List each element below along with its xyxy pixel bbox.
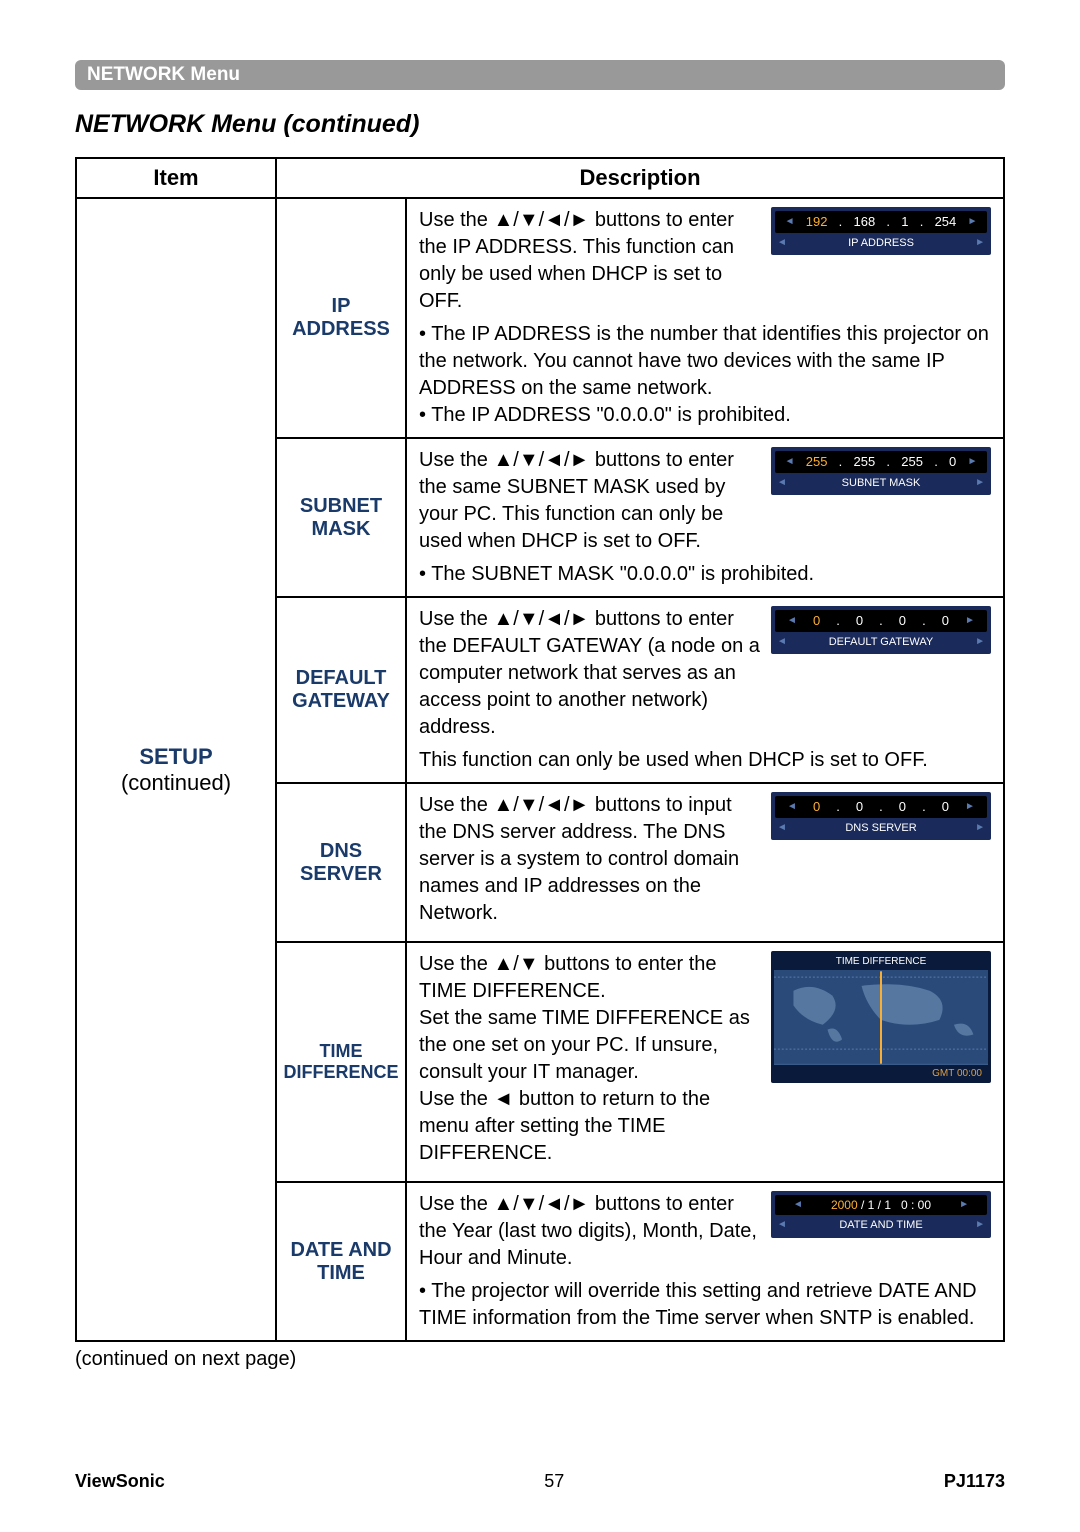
time-text1: Use the ▲/▼ buttons to enter the TIME DI…	[419, 951, 761, 1005]
row-time-name: TIME DIFFERENCE	[276, 942, 406, 1182]
settings-table: Item Description SETUP (continued) IP AD…	[75, 157, 1005, 1342]
dns-widget: ◄0 . 0 . 0 . 0► ◄DNS SERVER►	[771, 792, 991, 840]
time-widget: TIME DIFFERENCE	[771, 951, 991, 1083]
header-bar-text: NETWORK Menu	[87, 64, 240, 85]
date-bullet1: • The projector will override this setti…	[419, 1278, 991, 1332]
time-text2: Set the same TIME DIFFERENCE as the one …	[419, 1005, 761, 1086]
time-text3: Use the ◄ button to return to the menu a…	[419, 1086, 761, 1167]
setup-cell: SETUP (continued)	[76, 198, 276, 1341]
gateway-text1: Use the ▲/▼/◄/► buttons to enter the DEF…	[419, 608, 760, 738]
footer-brand: ViewSonic	[75, 1471, 165, 1492]
footer: ViewSonic 57 PJ1173	[75, 1471, 1005, 1492]
date-widget: ◄2000 / 1 / 1 0 : 00► ◄DATE AND TIME►	[771, 1191, 991, 1238]
world-map-icon	[774, 970, 988, 1065]
page: NETWORK Menu NETWORK Menu (continued) It…	[0, 0, 1080, 1532]
page-title: NETWORK Menu (continued)	[75, 110, 1005, 139]
row-gateway-desc: Use the ▲/▼/◄/► buttons to enter the DEF…	[406, 597, 1004, 783]
footer-page: 57	[544, 1471, 564, 1492]
ip-bullet1: • The IP ADDRESS is the number that iden…	[419, 321, 991, 402]
row-ip-desc: Use the ▲/▼/◄/► buttons to enter the IP …	[406, 198, 1004, 438]
subnet-widget: ◄255 . 255 . 255 . 0► ◄SUBNET MASK►	[771, 447, 991, 495]
row-dns-desc: Use the ▲/▼/◄/► buttons to input the DNS…	[406, 783, 1004, 942]
ip-bullet2: • The IP ADDRESS "0.0.0.0" is prohibited…	[419, 402, 991, 429]
row-gateway-name: DEFAULT GATEWAY	[276, 597, 406, 783]
row-date-desc: Use the ▲/▼/◄/► buttons to enter the Yea…	[406, 1182, 1004, 1341]
subnet-text1: Use the ▲/▼/◄/► buttons to enter the sam…	[419, 447, 761, 555]
setup-label: SETUP	[139, 744, 212, 769]
setup-sub: (continued)	[121, 770, 231, 795]
row-time-desc: Use the ▲/▼ buttons to enter the TIME DI…	[406, 942, 1004, 1182]
row-subnet-name: SUBNET MASK	[276, 438, 406, 597]
header-bar: NETWORK Menu	[75, 60, 1005, 90]
th-item: Item	[76, 158, 276, 198]
row-subnet-desc: Use the ▲/▼/◄/► buttons to enter the sam…	[406, 438, 1004, 597]
gateway-text2: This function can only be used when DHCP…	[419, 747, 991, 774]
row-date-name: DATE AND TIME	[276, 1182, 406, 1341]
footer-model: PJ1173	[944, 1471, 1005, 1492]
date-text1: Use the ▲/▼/◄/► buttons to enter the Yea…	[419, 1191, 761, 1272]
ip-widget: ◄192 . 168 . 1 . 254► ◄IP ADDRESS►	[771, 207, 991, 255]
ip-text1: Use the ▲/▼/◄/► buttons to enter the IP …	[419, 207, 761, 315]
row-ip-name: IP ADDRESS	[276, 198, 406, 438]
gateway-widget: ◄0 . 0 . 0 . 0► ◄DEFAULT GATEWAY►	[771, 606, 991, 654]
subnet-bullet1: • The SUBNET MASK "0.0.0.0" is prohibite…	[419, 561, 991, 588]
row-dns-name: DNS SERVER	[276, 783, 406, 942]
dns-text1: Use the ▲/▼/◄/► buttons to input the DNS…	[419, 792, 761, 927]
th-description: Description	[276, 158, 1004, 198]
continued-note: (continued on next page)	[75, 1348, 1005, 1371]
